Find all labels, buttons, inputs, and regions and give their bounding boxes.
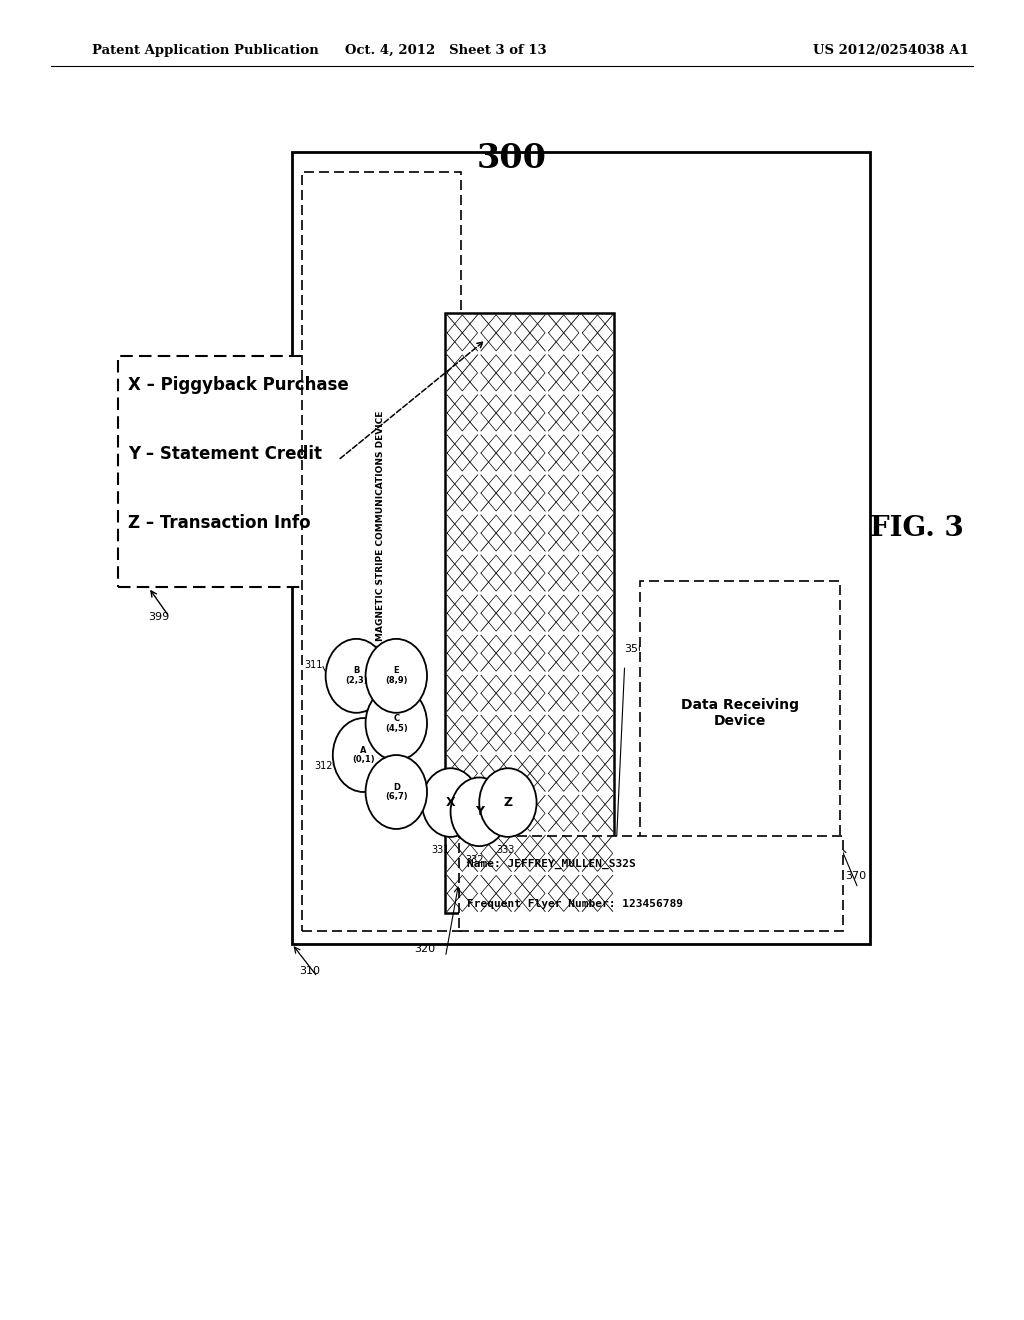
Text: Z – Transaction Info: Z – Transaction Info	[128, 513, 310, 532]
Text: X: X	[445, 796, 456, 809]
Ellipse shape	[451, 777, 508, 846]
Text: US 2012/0254038 A1: US 2012/0254038 A1	[813, 44, 969, 57]
Text: FIG. 3: FIG. 3	[869, 515, 964, 541]
Text: 313: 313	[401, 734, 420, 744]
Text: Patent Application Publication: Patent Application Publication	[92, 44, 318, 57]
Ellipse shape	[366, 639, 427, 713]
Text: 320: 320	[414, 944, 435, 954]
Text: 312: 312	[314, 760, 333, 771]
Ellipse shape	[366, 755, 427, 829]
Text: Frequent Flyer Number: 123456789: Frequent Flyer Number: 123456789	[467, 899, 683, 909]
Text: 332: 332	[465, 855, 483, 866]
Text: B
(2,3): B (2,3)	[345, 667, 368, 685]
Bar	[445, 313, 614, 913]
Bar	[459, 836, 843, 931]
Text: Y – Statement Credit: Y – Statement Credit	[128, 445, 322, 463]
Ellipse shape	[422, 768, 479, 837]
Text: 399: 399	[148, 612, 170, 623]
Text: 315: 315	[401, 663, 420, 673]
Text: 311: 311	[304, 660, 323, 671]
Bar	[118, 356, 338, 587]
Bar	[640, 581, 840, 845]
Text: A
(0,1): A (0,1)	[352, 746, 375, 764]
Ellipse shape	[326, 639, 387, 713]
Ellipse shape	[333, 718, 394, 792]
Text: Y: Y	[475, 805, 483, 818]
Text: 314: 314	[401, 791, 420, 801]
Text: 331: 331	[431, 845, 450, 855]
Text: 300: 300	[477, 143, 547, 176]
Text: 370: 370	[845, 871, 866, 882]
Text: 310: 310	[299, 966, 321, 977]
Bar	[292, 152, 870, 944]
Text: Name: JEFFREY_MULLEN_S32S: Name: JEFFREY_MULLEN_S32S	[467, 859, 636, 869]
Text: Data Receiving
Device: Data Receiving Device	[681, 698, 799, 727]
Text: Oct. 4, 2012   Sheet 3 of 13: Oct. 4, 2012 Sheet 3 of 13	[345, 44, 546, 57]
Text: C
(4,5): C (4,5)	[385, 714, 408, 733]
Text: DYNAMIC MAGNETIC STRIPE COMMUNICATIONS DEVICE: DYNAMIC MAGNETIC STRIPE COMMUNICATIONS D…	[377, 411, 385, 690]
Bar	[302, 172, 461, 931]
Ellipse shape	[479, 768, 537, 837]
Text: X – Piggyback Purchase: X – Piggyback Purchase	[128, 376, 349, 395]
Text: 350: 350	[625, 644, 646, 655]
Ellipse shape	[366, 686, 427, 760]
Text: E
(8,9): E (8,9)	[385, 667, 408, 685]
Text: Z: Z	[504, 796, 512, 809]
Text: 333: 333	[497, 845, 515, 855]
Text: D
(6,7): D (6,7)	[385, 783, 408, 801]
